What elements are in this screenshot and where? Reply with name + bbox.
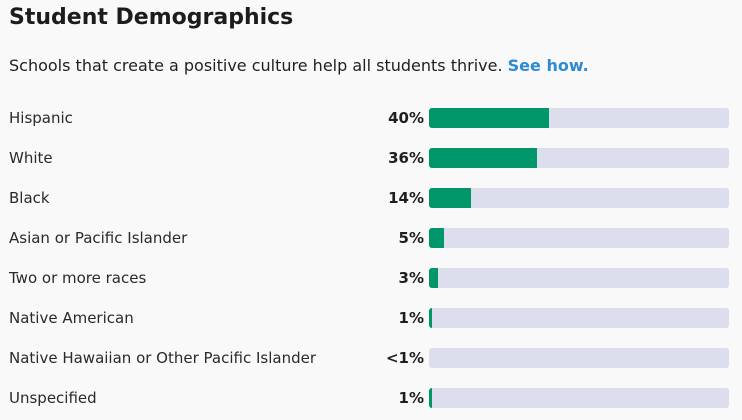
percent-label: 1%	[398, 389, 424, 407]
bar-fill	[429, 108, 549, 128]
category-label: Two or more races	[9, 269, 147, 287]
bar-track	[429, 388, 729, 408]
bar-fill	[429, 188, 471, 208]
category-label: White	[9, 149, 53, 167]
bar-track	[429, 348, 729, 368]
percent-label: 40%	[388, 109, 424, 127]
demographic-row: Two or more races 3%	[0, 258, 742, 298]
category-label: Black	[9, 189, 50, 207]
bar-fill	[429, 148, 537, 168]
bar-fill	[429, 228, 444, 248]
category-label: Native Hawaiian or Other Pacific Islande…	[9, 349, 317, 367]
demographic-row: White 36%	[0, 138, 742, 178]
demographic-row: Black 14%	[0, 178, 742, 218]
category-label: Hispanic	[9, 109, 73, 127]
demographics-bar-chart: Hispanic 40% White 36% Black 14% Asian or Paci…	[0, 98, 742, 418]
demographic-row: Asian or Pacific Islander 5%	[0, 218, 742, 258]
percent-label: 1%	[398, 309, 424, 327]
demographic-row: Hispanic 40%	[0, 98, 742, 138]
percent-label: 5%	[398, 229, 424, 247]
section-title: Student Demographics	[9, 5, 294, 30]
bar-track	[429, 188, 729, 208]
bar-track	[429, 268, 729, 288]
see-how-link[interactable]: See how.	[507, 56, 589, 75]
section-subtitle: Schools that create a positive culture h…	[9, 54, 589, 78]
demographic-row: Unspecified 1%	[0, 378, 742, 418]
bar-track	[429, 148, 729, 168]
percent-label: <1%	[385, 349, 424, 367]
bar-fill	[429, 388, 432, 408]
category-label: Unspecified	[9, 389, 97, 407]
bar-fill	[429, 268, 438, 288]
bar-track	[429, 228, 729, 248]
demographic-row: Native American 1%	[0, 298, 742, 338]
demographic-row: Native Hawaiian or Other Pacific Islande…	[0, 338, 742, 378]
bar-fill	[429, 308, 432, 328]
category-label: Native American	[9, 309, 134, 327]
bar-track	[429, 308, 729, 328]
subtitle-text: Schools that create a positive culture h…	[9, 56, 508, 75]
category-label: Asian or Pacific Islander	[9, 229, 188, 247]
percent-label: 36%	[388, 149, 424, 167]
bar-track	[429, 108, 729, 128]
percent-label: 3%	[398, 269, 424, 287]
percent-label: 14%	[388, 189, 424, 207]
